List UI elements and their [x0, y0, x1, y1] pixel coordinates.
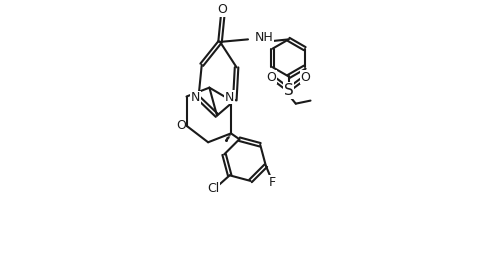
- Text: N: N: [225, 91, 235, 104]
- Text: S: S: [284, 83, 294, 98]
- Text: NH: NH: [255, 31, 274, 44]
- Text: O: O: [218, 3, 228, 16]
- Text: F: F: [269, 176, 276, 189]
- Text: O: O: [176, 119, 186, 132]
- Text: O: O: [267, 71, 277, 84]
- Text: Cl: Cl: [207, 182, 220, 195]
- Text: N: N: [191, 91, 200, 104]
- Text: O: O: [301, 71, 310, 84]
